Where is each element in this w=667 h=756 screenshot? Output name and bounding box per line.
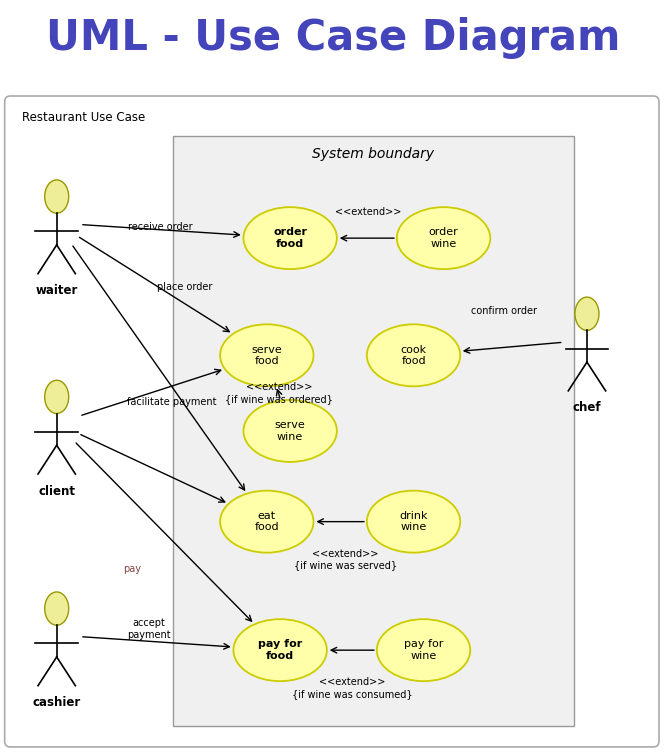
Text: cashier: cashier bbox=[33, 696, 81, 709]
FancyBboxPatch shape bbox=[173, 136, 574, 726]
Text: cook
food: cook food bbox=[400, 345, 427, 366]
Text: pay for
wine: pay for wine bbox=[404, 640, 444, 661]
FancyBboxPatch shape bbox=[5, 96, 659, 747]
Text: pay for
food: pay for food bbox=[258, 640, 302, 661]
Text: System boundary: System boundary bbox=[312, 147, 435, 162]
Text: <<extend>>
{if wine was served}: <<extend>> {if wine was served} bbox=[294, 549, 397, 570]
Text: pay: pay bbox=[123, 563, 141, 574]
Ellipse shape bbox=[45, 592, 69, 625]
Text: serve
wine: serve wine bbox=[275, 420, 305, 442]
Text: client: client bbox=[38, 485, 75, 497]
Text: Restaurant Use Case: Restaurant Use Case bbox=[22, 111, 145, 124]
Ellipse shape bbox=[45, 180, 69, 213]
Text: order
wine: order wine bbox=[429, 228, 458, 249]
Ellipse shape bbox=[233, 619, 327, 681]
Ellipse shape bbox=[397, 207, 490, 269]
Text: receive order: receive order bbox=[128, 222, 192, 232]
Text: order
food: order food bbox=[273, 228, 307, 249]
Ellipse shape bbox=[367, 324, 460, 386]
Ellipse shape bbox=[367, 491, 460, 553]
Text: confirm order: confirm order bbox=[471, 306, 536, 317]
Ellipse shape bbox=[377, 619, 470, 681]
Text: eat
food: eat food bbox=[255, 511, 279, 532]
Ellipse shape bbox=[45, 380, 69, 414]
Ellipse shape bbox=[575, 297, 599, 330]
Text: <<extend>>
{if wine was ordered}: <<extend>> {if wine was ordered} bbox=[225, 383, 333, 404]
Text: <<extend>>
{if wine was consumed}: <<extend>> {if wine was consumed} bbox=[292, 677, 412, 699]
Ellipse shape bbox=[243, 207, 337, 269]
Text: UML - Use Case Diagram: UML - Use Case Diagram bbox=[46, 17, 621, 59]
Text: accept
payment: accept payment bbox=[127, 618, 170, 640]
Text: drink
wine: drink wine bbox=[400, 511, 428, 532]
Ellipse shape bbox=[220, 324, 313, 386]
Text: facilitate payment: facilitate payment bbox=[127, 397, 216, 407]
Text: serve
food: serve food bbox=[251, 345, 282, 366]
Text: place order: place order bbox=[157, 282, 212, 293]
Text: <<extend>>: <<extend>> bbox=[335, 206, 402, 217]
Text: chef: chef bbox=[573, 401, 601, 414]
Ellipse shape bbox=[243, 400, 337, 462]
Text: waiter: waiter bbox=[35, 284, 78, 297]
Ellipse shape bbox=[220, 491, 313, 553]
